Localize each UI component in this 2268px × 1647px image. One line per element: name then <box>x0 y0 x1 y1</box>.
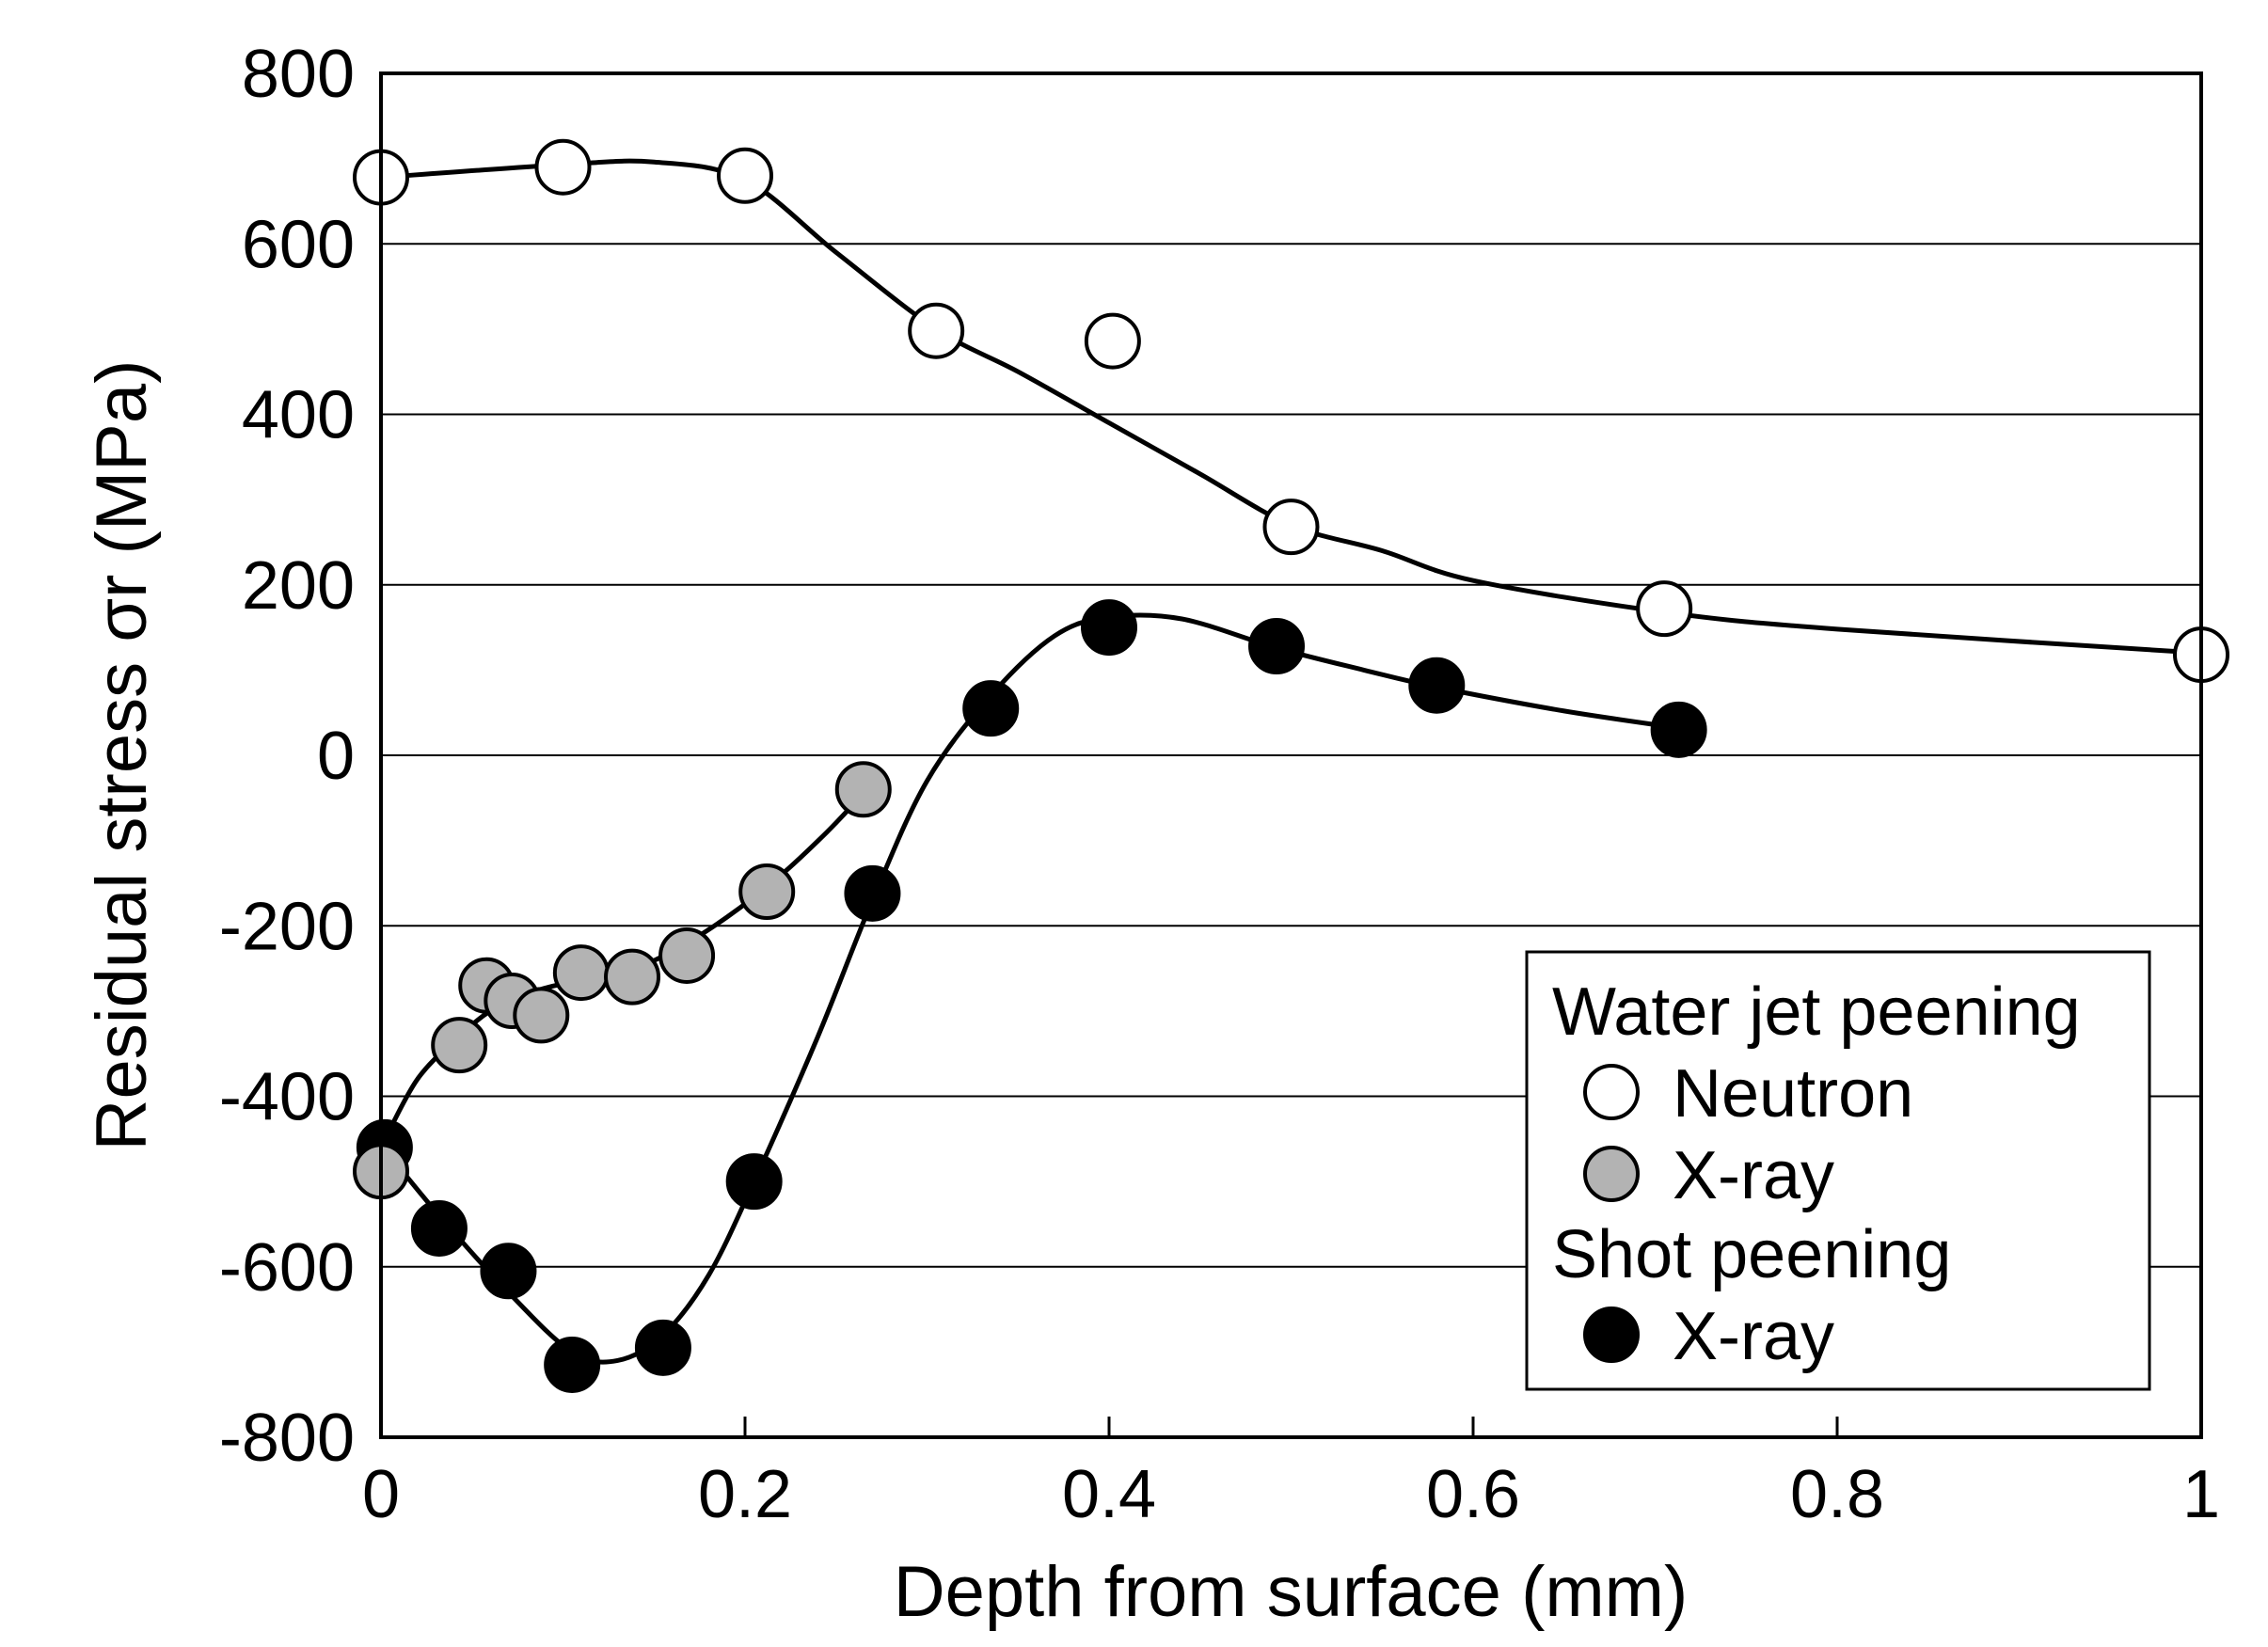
point-water-jet-neutron-5 <box>1262 499 1320 556</box>
legend-waterjet-xray-label: X-ray <box>1673 1138 1834 1213</box>
point-shot-peening-xray-4 <box>634 1319 691 1376</box>
y-tick-label-5: -200 <box>219 889 355 964</box>
y-tick-labels: 800 600 400 200 0 -200 -400 -600 -800 <box>219 37 355 1476</box>
point-shot-peening-xray-7 <box>962 680 1020 737</box>
point-shot-peening-xray-8 <box>1081 599 1137 657</box>
y-tick-label-1: 600 <box>242 207 355 282</box>
point-shot-peening-xray-11 <box>1650 701 1707 758</box>
y-axis-title: Residual stress σr (MPa) <box>82 360 162 1151</box>
point-water-jet-neutron-2 <box>717 147 773 204</box>
point-water-jet-xray-6 <box>604 948 661 1006</box>
legend-group-shot-peening-title: Shot peening <box>1552 1217 1951 1292</box>
legend-neutron-marker <box>1583 1064 1640 1120</box>
legend-shot-xray-label: X-ray <box>1673 1299 1834 1374</box>
legend-shot-xray-marker <box>1583 1307 1640 1363</box>
x-tick-label-4: 0.8 <box>1790 1457 1884 1532</box>
point-shot-peening-xray-9 <box>1248 618 1306 674</box>
point-water-jet-neutron-3 <box>908 302 965 359</box>
point-water-jet-xray-5 <box>552 944 610 1002</box>
y-tick-label-7: -600 <box>219 1230 355 1306</box>
x-tick-label-0: 0 <box>362 1457 400 1532</box>
y-tick-label-2: 400 <box>242 378 355 453</box>
y-tick-label-8: -800 <box>219 1401 355 1476</box>
plot-frame <box>379 71 2203 1439</box>
fit-curve-water-jet-neutron <box>380 158 2202 656</box>
data-markers <box>353 138 2229 1393</box>
x-tick-label-2: 0.4 <box>1062 1457 1156 1532</box>
point-shot-peening-xray-5 <box>725 1153 783 1211</box>
point-water-jet-xray-1 <box>431 1017 488 1074</box>
point-water-jet-xray-9 <box>834 761 892 818</box>
x-tick-label-5: 1 <box>2182 1457 2220 1532</box>
legend: Water jet peening Neutron X-ray Shot pee… <box>1525 950 2151 1391</box>
point-shot-peening-xray-3 <box>544 1336 601 1393</box>
point-water-jet-neutron-1 <box>534 138 592 196</box>
point-water-jet-xray-8 <box>738 863 796 920</box>
x-tick-label-1: 0.2 <box>698 1457 792 1532</box>
point-shot-peening-xray-6 <box>844 864 901 922</box>
y-tick-label-0: 800 <box>242 37 355 112</box>
y-tick-label-6: -400 <box>219 1060 355 1135</box>
legend-neutron-label: Neutron <box>1673 1056 1913 1132</box>
point-water-jet-neutron-6 <box>1636 580 1693 638</box>
y-tick-label-4: 0 <box>317 719 355 794</box>
legend-waterjet-xray-marker <box>1583 1146 1640 1202</box>
point-shot-peening-xray-2 <box>480 1243 537 1300</box>
legend-group-water-jet-title: Water jet peening <box>1552 974 2081 1050</box>
point-shot-peening-xray-1 <box>410 1199 468 1257</box>
point-water-jet-neutron-4 <box>1084 312 1141 370</box>
point-water-jet-xray-4 <box>513 987 570 1044</box>
point-water-jet-xray-7 <box>658 926 716 984</box>
y-tick-label-3: 200 <box>242 548 355 624</box>
point-shot-peening-xray-10 <box>1408 657 1466 714</box>
x-tick-label-3: 0.6 <box>1426 1457 1520 1532</box>
x-tick-labels: 0 0.2 0.4 0.6 0.8 1 <box>362 1457 2220 1532</box>
x-axis-title: Depth from surface (mm) <box>894 1552 1689 1632</box>
